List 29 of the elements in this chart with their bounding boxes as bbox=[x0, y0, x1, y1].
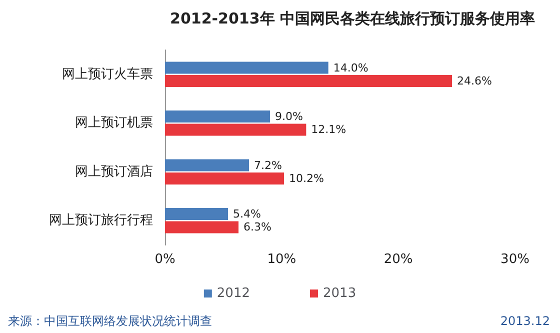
data-label: 7.2% bbox=[254, 158, 282, 172]
bar bbox=[165, 110, 270, 123]
y-tick-label: 网上预订机票 bbox=[75, 116, 153, 131]
legend-label: 2012 bbox=[216, 286, 250, 301]
data-label: 10.2% bbox=[289, 172, 324, 185]
x-tick-label: 30% bbox=[500, 252, 530, 267]
data-label: 12.1% bbox=[311, 123, 346, 136]
x-tick-label: 0% bbox=[154, 252, 176, 267]
bar bbox=[165, 159, 249, 172]
y-tick-label: 网上预订火车票 bbox=[62, 66, 153, 82]
y-tick-label: 网上预订旅行行程 bbox=[49, 213, 153, 228]
data-label: 24.6% bbox=[457, 74, 492, 88]
y-tick-label: 网上预订酒店 bbox=[75, 163, 153, 180]
bar bbox=[165, 172, 284, 184]
bar bbox=[165, 62, 328, 74]
x-tick-label: 10% bbox=[267, 252, 296, 267]
data-label: 9.0% bbox=[275, 110, 303, 124]
bar bbox=[165, 74, 452, 87]
bar bbox=[165, 124, 306, 136]
bar bbox=[165, 208, 228, 220]
source-note: 来源：中国互联网络发展状况统计调查 bbox=[8, 314, 212, 328]
chart-title: 2012-2013年 中国网民各类在线旅行预订服务使用率 bbox=[170, 10, 536, 28]
data-label: 14.0% bbox=[333, 61, 368, 74]
legend-label: 2013 bbox=[323, 286, 356, 301]
x-tick-label: 20% bbox=[384, 252, 413, 267]
bar bbox=[165, 221, 238, 234]
data-label: 5.4% bbox=[233, 208, 261, 221]
text: 2013.12 bbox=[500, 314, 550, 328]
data-label: 6.3% bbox=[244, 220, 272, 234]
